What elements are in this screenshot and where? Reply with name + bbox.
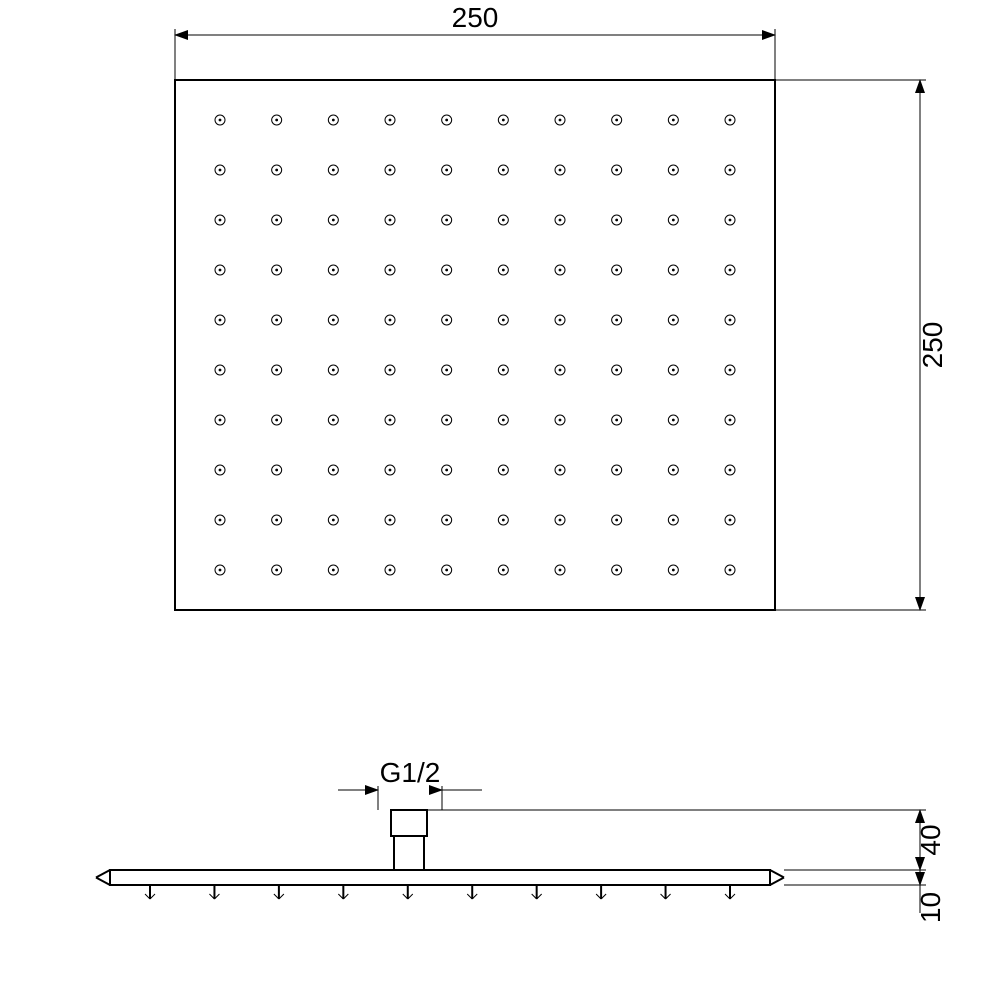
- top-view-outline: [175, 80, 775, 610]
- dim-height-label: 250: [917, 322, 948, 369]
- dim-conn-height-label: 40: [915, 824, 946, 855]
- side-view-plate: [110, 870, 770, 885]
- dim-width-label: 250: [452, 2, 499, 33]
- dim-plate-thick-label: 10: [915, 892, 946, 923]
- nozzle-grid: [215, 115, 735, 575]
- technical-drawing: 250 250 G1/2 40 10: [0, 0, 1000, 1000]
- dim-thread-label: G1/2: [380, 757, 441, 788]
